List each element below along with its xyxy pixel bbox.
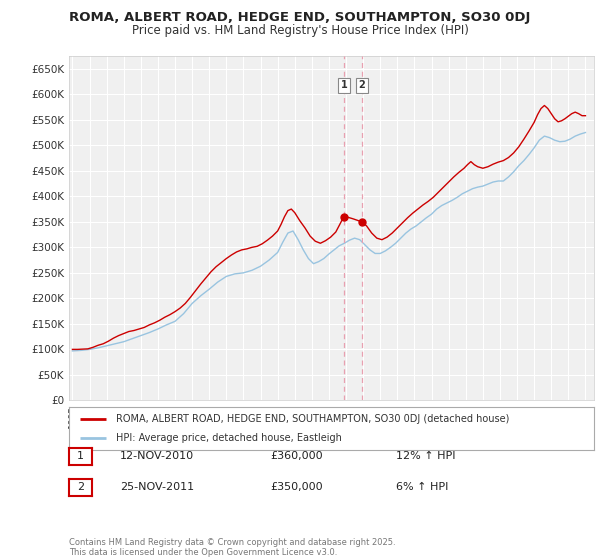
Text: HPI: Average price, detached house, Eastleigh: HPI: Average price, detached house, East…	[116, 433, 342, 443]
Text: £360,000: £360,000	[270, 451, 323, 461]
Text: 2: 2	[77, 482, 84, 492]
Text: ROMA, ALBERT ROAD, HEDGE END, SOUTHAMPTON, SO30 0DJ: ROMA, ALBERT ROAD, HEDGE END, SOUTHAMPTO…	[70, 11, 530, 24]
Text: ROMA, ALBERT ROAD, HEDGE END, SOUTHAMPTON, SO30 0DJ (detached house): ROMA, ALBERT ROAD, HEDGE END, SOUTHAMPTO…	[116, 414, 509, 423]
Text: Contains HM Land Registry data © Crown copyright and database right 2025.
This d: Contains HM Land Registry data © Crown c…	[69, 538, 395, 557]
Text: 12-NOV-2010: 12-NOV-2010	[120, 451, 194, 461]
Text: £350,000: £350,000	[270, 482, 323, 492]
Text: 12% ↑ HPI: 12% ↑ HPI	[396, 451, 455, 461]
Text: 6% ↑ HPI: 6% ↑ HPI	[396, 482, 448, 492]
Text: 25-NOV-2011: 25-NOV-2011	[120, 482, 194, 492]
Text: Price paid vs. HM Land Registry's House Price Index (HPI): Price paid vs. HM Land Registry's House …	[131, 24, 469, 36]
Text: 1: 1	[340, 80, 347, 90]
Text: 2: 2	[358, 80, 365, 90]
Text: 1: 1	[77, 451, 84, 461]
